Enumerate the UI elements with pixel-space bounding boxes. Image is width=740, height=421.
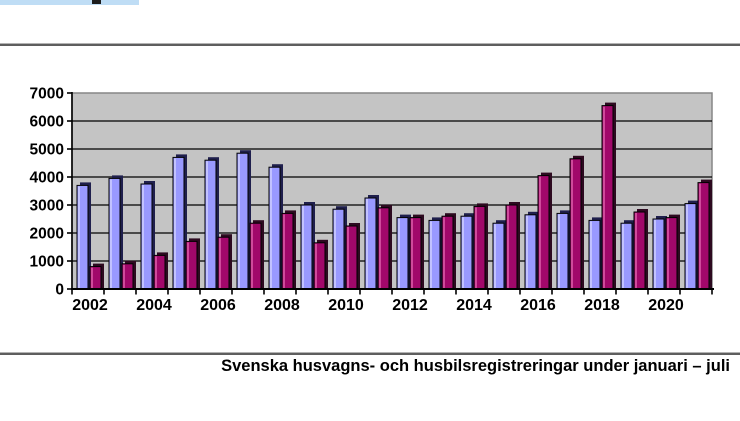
chart-caption: Svenska husvagns- och husbilsregistrerin… <box>221 357 730 375</box>
cutoff-link-fragment[interactable] <box>0 0 139 5</box>
svg-text:2020: 2020 <box>648 297 684 314</box>
svg-text:2018: 2018 <box>584 297 620 314</box>
svg-text:1000: 1000 <box>30 254 64 271</box>
svg-text:2000: 2000 <box>30 226 64 243</box>
svg-text:2016: 2016 <box>520 297 556 314</box>
svg-text:2002: 2002 <box>72 297 108 314</box>
chart-canvas: 0 1000 2000 3000 4000 5000 6000 7000 2002 2004 200… <box>30 86 714 314</box>
horizontal-rule-top <box>0 43 740 46</box>
svg-text:7000: 7000 <box>30 86 64 103</box>
horizontal-rule-bottom <box>0 352 740 355</box>
svg-text:0: 0 <box>55 282 64 299</box>
svg-text:2010: 2010 <box>328 297 364 314</box>
svg-text:5000: 5000 <box>30 142 64 159</box>
svg-text:2014: 2014 <box>456 297 492 314</box>
svg-text:6000: 6000 <box>30 114 64 131</box>
svg-text:2008: 2008 <box>264 297 300 314</box>
svg-text:2004: 2004 <box>136 297 172 314</box>
svg-text:3000: 3000 <box>30 198 64 215</box>
link-text-fragment <box>92 0 101 4</box>
svg-text:4000: 4000 <box>30 170 64 187</box>
svg-text:2012: 2012 <box>392 297 428 314</box>
svg-text:2006: 2006 <box>200 297 236 314</box>
registrations-bar-chart: 0 1000 2000 3000 4000 5000 6000 7000 2002 2004 200… <box>30 86 714 314</box>
